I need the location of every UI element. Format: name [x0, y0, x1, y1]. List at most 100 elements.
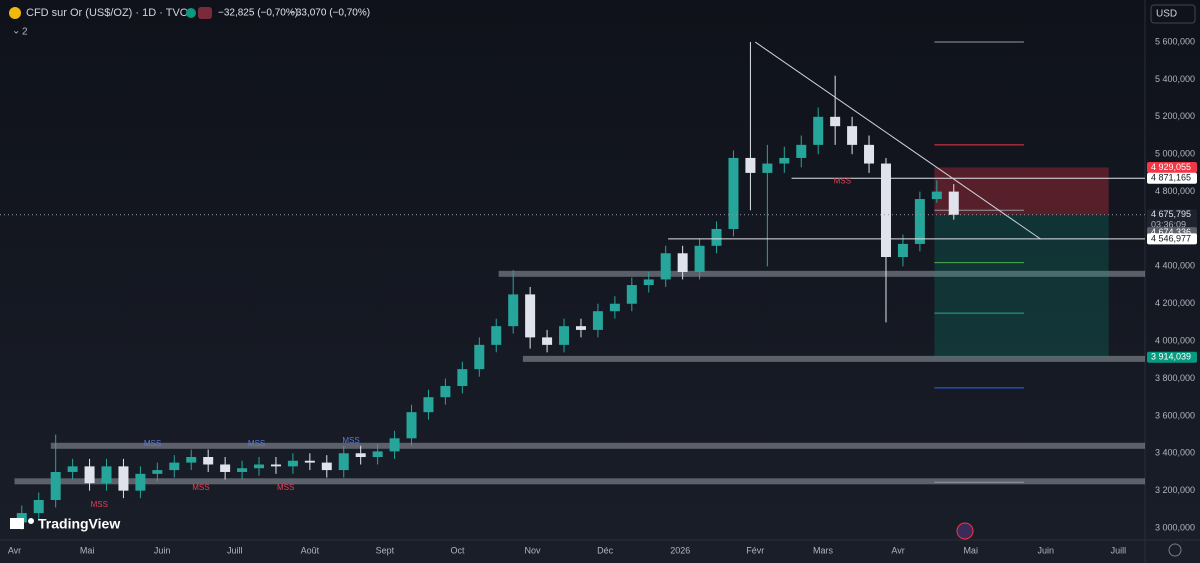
candle-body	[220, 464, 231, 472]
candle-body	[711, 228, 722, 246]
support-zone	[498, 270, 1145, 277]
x-tick-label: Juill	[227, 545, 243, 555]
candle-body	[796, 144, 807, 158]
x-tick-label: Févr	[746, 545, 764, 555]
candle-body	[355, 453, 366, 458]
y-tick-label: 5 400,000	[1155, 74, 1195, 84]
x-tick-label: Juill	[1111, 545, 1127, 555]
mss-label: MSS	[342, 436, 359, 445]
collapse-icon[interactable]: ⌄	[12, 26, 20, 37]
settings-icon[interactable]	[1168, 543, 1182, 557]
trendline	[754, 41, 1042, 240]
candle-body	[559, 326, 570, 345]
candle-body	[660, 253, 671, 280]
candle-body	[694, 245, 705, 272]
indicator-count[interactable]: 2	[22, 27, 28, 38]
x-tick-label: Sept	[376, 545, 395, 555]
price-tag-label: 4 929,055	[1151, 162, 1191, 172]
price-tag-label: 3 914,039	[1151, 352, 1191, 362]
candle-body	[830, 116, 841, 127]
legend-value: −32,825 (−0,70%)	[218, 8, 298, 19]
price-tag-label: 4 871,165	[1151, 173, 1191, 183]
candle-body	[643, 279, 654, 286]
candle-body	[864, 144, 875, 164]
plot: MSS MSS MSS MSS MSS MSS MSS	[0, 41, 1146, 530]
candle-body	[389, 438, 400, 452]
support-zone	[50, 442, 1146, 449]
price-tag	[1147, 233, 1197, 245]
x-tick-label: Avr	[891, 545, 904, 555]
candle-body	[270, 464, 281, 467]
mss-label: MSS	[192, 483, 209, 492]
candle-body	[914, 199, 925, 244]
mss-label: MSS	[144, 439, 161, 448]
mss-label: MSS	[277, 483, 294, 492]
candle-body	[948, 191, 959, 215]
events-icon[interactable]	[956, 522, 974, 540]
brand-mark	[10, 518, 24, 529]
price-tag	[1147, 161, 1197, 173]
candle-body	[321, 462, 332, 471]
candle-body	[575, 326, 586, 330]
price-tag-label: 4 546,977	[1151, 233, 1191, 243]
x-tick-label: Août	[301, 545, 320, 555]
target-zone	[934, 214, 1109, 358]
candle-body	[237, 468, 248, 472]
y-tick-label: 4 800,000	[1155, 186, 1195, 196]
countdown-label: 03:36:09	[1151, 220, 1186, 230]
candle-body	[931, 191, 942, 200]
candle-body	[897, 243, 908, 258]
candle-body	[118, 466, 129, 491]
candle-body	[135, 473, 146, 491]
x-tick-label: Juin	[1037, 545, 1054, 555]
candle-body	[609, 303, 620, 312]
candle-body	[677, 253, 688, 272]
y-tick-label: 3 800,000	[1155, 373, 1195, 383]
price-tag-label: 4 674,336	[1151, 227, 1191, 237]
candle-body	[779, 157, 790, 164]
candle-body	[491, 326, 502, 345]
candle-body	[728, 157, 739, 229]
support-zone	[522, 355, 1145, 362]
candle-body	[440, 385, 451, 398]
support-zone	[14, 478, 1146, 485]
candle-body	[338, 453, 349, 471]
candle-body	[33, 500, 44, 514]
candle-body	[203, 457, 214, 465]
price-tag	[1147, 209, 1197, 232]
mss-label: MSS	[834, 176, 851, 185]
candle-body	[304, 460, 315, 463]
candle-body	[457, 369, 468, 386]
x-tick-label: 2026	[670, 545, 690, 555]
price-tag	[1147, 351, 1197, 363]
currency-button[interactable]	[1150, 4, 1196, 24]
candle-body	[592, 311, 603, 330]
candle-body	[762, 163, 773, 173]
y-tick-label: 4 400,000	[1155, 261, 1195, 271]
x-tick-label: Nov	[525, 545, 542, 555]
candle-body	[50, 471, 61, 500]
mss-label: MSS	[248, 439, 265, 448]
symbol-logo	[9, 7, 21, 19]
candle-body	[525, 294, 536, 338]
candle-body	[423, 397, 434, 413]
y-tick-label: 3 000,000	[1155, 522, 1195, 532]
candle-body	[847, 126, 858, 145]
x-tick-label: Juin	[154, 545, 171, 555]
candle-body	[372, 451, 383, 458]
y-tick-label: 5 600,000	[1155, 36, 1195, 46]
candle-body	[287, 460, 298, 467]
candle-body	[254, 464, 265, 469]
candle-body	[169, 462, 180, 471]
candle-body	[813, 116, 824, 145]
y-tick-label: 4 000,000	[1155, 335, 1195, 345]
candle-body	[745, 157, 756, 173]
stop-zone	[934, 167, 1109, 215]
candle-body	[508, 294, 519, 327]
currency-label[interactable]: USD	[1156, 9, 1177, 20]
y-tick-label: 3 200,000	[1155, 485, 1195, 495]
candle-body	[152, 470, 163, 474]
candle-body	[542, 337, 553, 345]
